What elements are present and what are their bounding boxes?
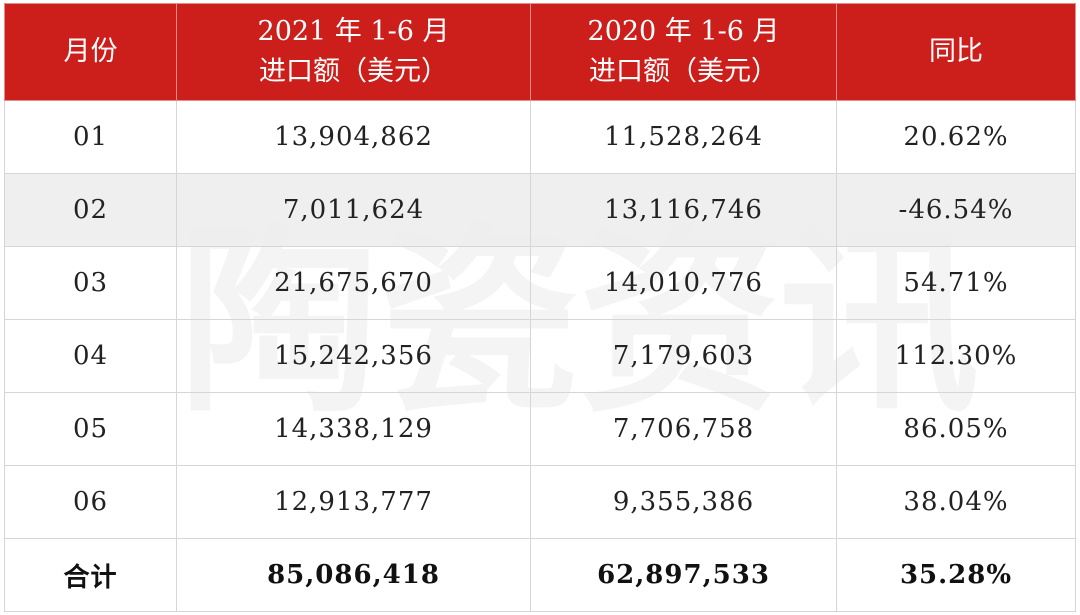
header-month-label: 月份 [63, 36, 118, 67]
cell-month: 04 [4, 319, 177, 393]
cell-2021-value: 13,904,862 [176, 100, 531, 174]
table-row: 04 15,242,356 7,179,603 112.30% [4, 319, 1076, 393]
cell-month: 06 [4, 465, 177, 539]
cell-month: 02 [4, 173, 177, 247]
table-row: 05 14,338,129 7,706,758 86.05% [4, 392, 1076, 466]
cell-yoy: 86.05% [836, 392, 1076, 466]
cell-yoy: 20.62% [836, 100, 1076, 174]
total-2021-value: 85,086,418 [176, 538, 531, 612]
cell-month: 05 [4, 392, 177, 466]
table-row: 03 21,675,670 14,010,776 54.71% [4, 246, 1076, 320]
header-2020-unit: 进口额（美元） [589, 56, 778, 87]
table-container: 陶 瓷 资 讯 月份 2021 年 1-6 月 进口额（美元） 2020 年 1… [4, 3, 1076, 612]
cell-yoy: 38.04% [836, 465, 1076, 539]
total-row: 合计 85,086,418 62,897,533 35.28% [4, 538, 1076, 612]
header-2020-period: 2020 年 1-6 月 [587, 16, 780, 47]
cell-yoy: 54.71% [836, 246, 1076, 320]
cell-yoy: -46.54% [836, 173, 1076, 247]
table-row: 02 7,011,624 13,116,746 -46.54% [4, 173, 1076, 247]
cell-2020-value: 14,010,776 [530, 246, 837, 320]
cell-2021-value: 12,913,777 [176, 465, 531, 539]
cell-month: 01 [4, 100, 177, 174]
cell-2020-value: 11,528,264 [530, 100, 837, 174]
header-yoy-label: 同比 [929, 36, 983, 67]
header-2020-imports: 2020 年 1-6 月 进口额（美元） [530, 3, 837, 101]
cell-month: 03 [4, 246, 177, 320]
cell-2021-value: 7,011,624 [176, 173, 531, 247]
cell-2021-value: 14,338,129 [176, 392, 531, 466]
header-yoy: 同比 [836, 3, 1076, 101]
header-2021-unit: 进口额（美元） [259, 56, 448, 87]
header-month: 月份 [4, 3, 177, 101]
cell-2020-value: 13,116,746 [530, 173, 837, 247]
header-2021-period: 2021 年 1-6 月 [257, 16, 450, 47]
total-label: 合计 [4, 538, 177, 612]
total-2020-value: 62,897,533 [530, 538, 837, 612]
cell-2021-value: 15,242,356 [176, 319, 531, 393]
table-row: 06 12,913,777 9,355,386 38.04% [4, 465, 1076, 539]
total-yoy: 35.28% [836, 538, 1076, 612]
cell-yoy: 112.30% [836, 319, 1076, 393]
header-row: 月份 2021 年 1-6 月 进口额（美元） 2020 年 1-6 月 进口额… [4, 3, 1076, 101]
cell-2020-value: 9,355,386 [530, 465, 837, 539]
cell-2021-value: 21,675,670 [176, 246, 531, 320]
cell-2020-value: 7,179,603 [530, 319, 837, 393]
cell-2020-value: 7,706,758 [530, 392, 837, 466]
import-comparison-table: 月份 2021 年 1-6 月 进口额（美元） 2020 年 1-6 月 进口额… [4, 3, 1076, 612]
header-2021-imports: 2021 年 1-6 月 进口额（美元） [176, 3, 531, 101]
table-row: 01 13,904,862 11,528,264 20.62% [4, 100, 1076, 174]
